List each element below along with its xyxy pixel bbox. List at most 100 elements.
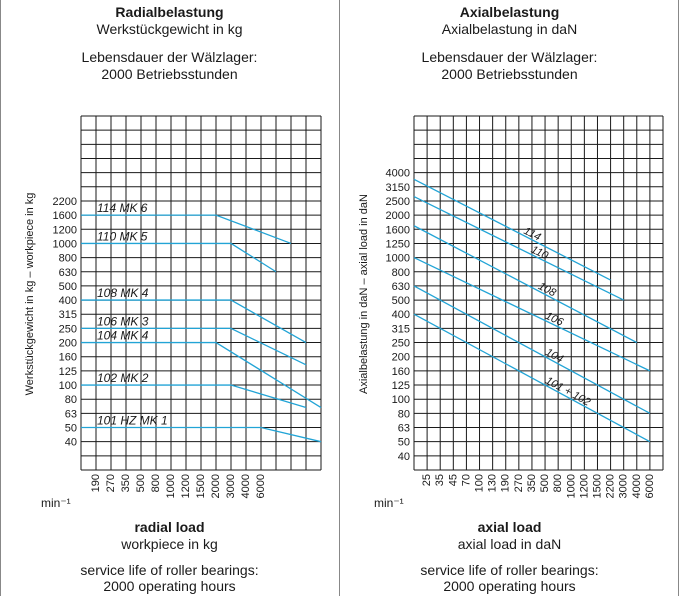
axial-x-tick-label: 190	[500, 474, 512, 492]
radial-x-tick-label: 1000	[165, 474, 177, 498]
axial-x-tick-label: 6000	[644, 474, 656, 498]
radial-subtitle: Werkstückgewicht in kg	[96, 21, 243, 37]
axial-x-tick-label: 70	[460, 474, 472, 486]
axial-x-tick-label: 1200	[578, 474, 590, 498]
radial-y-tick-label: 250	[59, 323, 77, 335]
axial-curve-104	[413, 285, 651, 414]
axial-curve-101-102	[413, 313, 651, 443]
axial-curve-104-label: 104	[543, 346, 565, 365]
axial-life-line2: 2000 Betriebsstunden	[441, 66, 578, 82]
axial-y-tick-label: 500	[392, 295, 410, 307]
radial-y-tick-label: 800	[59, 253, 77, 265]
axial-x-unit-label: min⁻¹	[374, 496, 404, 510]
radial-y-axis-label: Werkstückgewicht in kg – workpiece in kg	[24, 193, 36, 396]
axial-x-tick-label: 130	[487, 474, 499, 492]
radial-y-tick-label: 125	[59, 366, 77, 378]
axial-x-tick-label: 4000	[631, 474, 643, 498]
radial-x-tick-label: 1500	[195, 474, 207, 498]
axial-curve-114-label: 114	[522, 225, 543, 244]
axial-y-tick-label: 3150	[386, 182, 410, 194]
radial-x-tick-label: 4000	[240, 474, 252, 498]
radial-title: Radialbelastung	[115, 4, 224, 20]
axial-y-tick-label: 400	[392, 309, 410, 321]
radial-curve-104-mk-4-label: 104 MK 4	[97, 329, 149, 343]
radial-footer-title: radial load	[134, 519, 205, 535]
radial-y-tick-label: 50	[65, 423, 77, 435]
axial-curve-108	[413, 225, 638, 344]
radial-life-line2: 2000 Betriebsstunden	[101, 66, 238, 82]
radial-curve-110-mk-5	[81, 242, 277, 273]
radial-x-tick-label: 350	[120, 474, 132, 492]
radial-curve-106-mk-3	[81, 327, 307, 366]
radial-y-tick-label: 1200	[53, 224, 77, 236]
axial-x-tick-label: 100	[474, 474, 486, 492]
radial-curve-108-mk-4-label: 108 MK 4	[97, 286, 149, 300]
axial-y-tick-label: 80	[398, 408, 410, 420]
axial-x-tick-label: 35	[434, 474, 446, 486]
axial-curve-108-label: 108	[536, 280, 559, 300]
axial-subtitle: Axialbelastung in daN	[441, 21, 578, 37]
axial-y-axis-label: Axialbelastung in daN – axial load in da…	[358, 194, 370, 394]
radial-y-tick-label: 2200	[53, 196, 77, 208]
axial-x-tick-label: 25	[421, 474, 433, 486]
radial-y-tick-label: 200	[59, 338, 77, 350]
axial-x-tick-label: 800	[552, 474, 564, 492]
radial-footer-subtitle: workpiece in kg	[121, 536, 218, 552]
radial-x-tick-label: 270	[105, 474, 117, 492]
radial-footer-life-line1: service life of roller bearings:	[80, 562, 259, 578]
axial-y-tick-label: 160	[392, 366, 410, 378]
radial-footer-life-line2: 2000 operating hours	[103, 578, 236, 594]
radial-x-tick-label: 1200	[180, 474, 192, 498]
axial-y-tick-label: 63	[398, 423, 410, 435]
axial-y-tick-label: 1000	[386, 253, 410, 265]
axial-load-chart: 4000315025002000160012501000800630500400…	[358, 115, 664, 510]
axial-y-tick-label: 250	[392, 338, 410, 350]
radial-curve-104-mk-4	[81, 341, 322, 409]
radial-curve-101-hz-mk-1	[81, 426, 322, 443]
axial-curve-114	[413, 178, 611, 281]
axial-y-tick-label: 1250	[386, 238, 410, 250]
axial-y-tick-label: 50	[398, 437, 410, 449]
axial-x-tick-label: 1000	[565, 474, 577, 498]
radial-x-tick-label: 3000	[225, 474, 237, 498]
radial-y-tick-label: 160	[59, 352, 77, 364]
radial-curve-106-mk-3-label: 106 MK 3	[97, 314, 149, 328]
radial-y-tick-label: 315	[59, 309, 77, 321]
radial-y-tick-label: 500	[59, 281, 77, 293]
radial-y-tick-label: 40	[65, 437, 77, 449]
radial-y-tick-label: 1000	[53, 238, 77, 250]
radial-x-tick-label: 2000	[210, 474, 222, 498]
axial-x-tick-label: 350	[526, 474, 538, 492]
axial-footer-life-line1: service life of roller bearings:	[420, 562, 599, 578]
axial-curve-110	[413, 196, 624, 301]
radial-x-tick-label: 800	[150, 474, 162, 492]
axial-x-tick-label: 3000	[618, 474, 630, 498]
axial-load-panel: Axialbelastung Axialbelastung in daN Leb…	[340, 0, 679, 596]
radial-curve-108-mk-4	[81, 299, 307, 344]
radial-curve-110-mk-5-label: 110 MK 5	[97, 229, 148, 243]
axial-footer-subtitle: axial load in daN	[457, 536, 562, 552]
radial-curve-114-mk-6	[81, 214, 292, 245]
axial-title: Axialbelastung	[459, 4, 560, 20]
radial-x-tick-label: 190	[90, 474, 102, 492]
axial-x-tick-label: 45	[447, 474, 459, 486]
radial-y-tick-label: 80	[65, 394, 77, 406]
radial-y-tick-label: 400	[59, 295, 77, 307]
axial-y-tick-label: 200	[392, 352, 410, 364]
axial-y-tick-label: 100	[392, 394, 410, 406]
radial-load-panel: Radialbelastung Werkstückgewicht in kg L…	[0, 0, 339, 596]
radial-curve-102-mk-2-label: 102 MK 2	[97, 371, 149, 385]
radial-x-tick-label: 500	[135, 474, 147, 492]
axial-y-tick-label: 125	[392, 380, 410, 392]
axial-y-tick-label: 2000	[386, 210, 410, 222]
axial-y-tick-label: 800	[392, 267, 410, 279]
radial-x-unit-label: min⁻¹	[41, 496, 71, 510]
radial-life-line1: Lebensdauer der Wälzlager:	[81, 49, 258, 65]
radial-curve-101-hz-mk-1-label: 101 HZ MK 1	[97, 414, 168, 428]
axial-curve-106	[413, 257, 651, 372]
axial-y-tick-label: 40	[398, 451, 410, 463]
axial-life-line1: Lebensdauer der Wälzlager:	[421, 49, 598, 65]
radial-y-tick-label: 1600	[53, 210, 77, 222]
radial-load-chart: 2200160012001000800630500400315250200160…	[24, 115, 322, 510]
axial-curve-106-label: 106	[543, 310, 566, 329]
